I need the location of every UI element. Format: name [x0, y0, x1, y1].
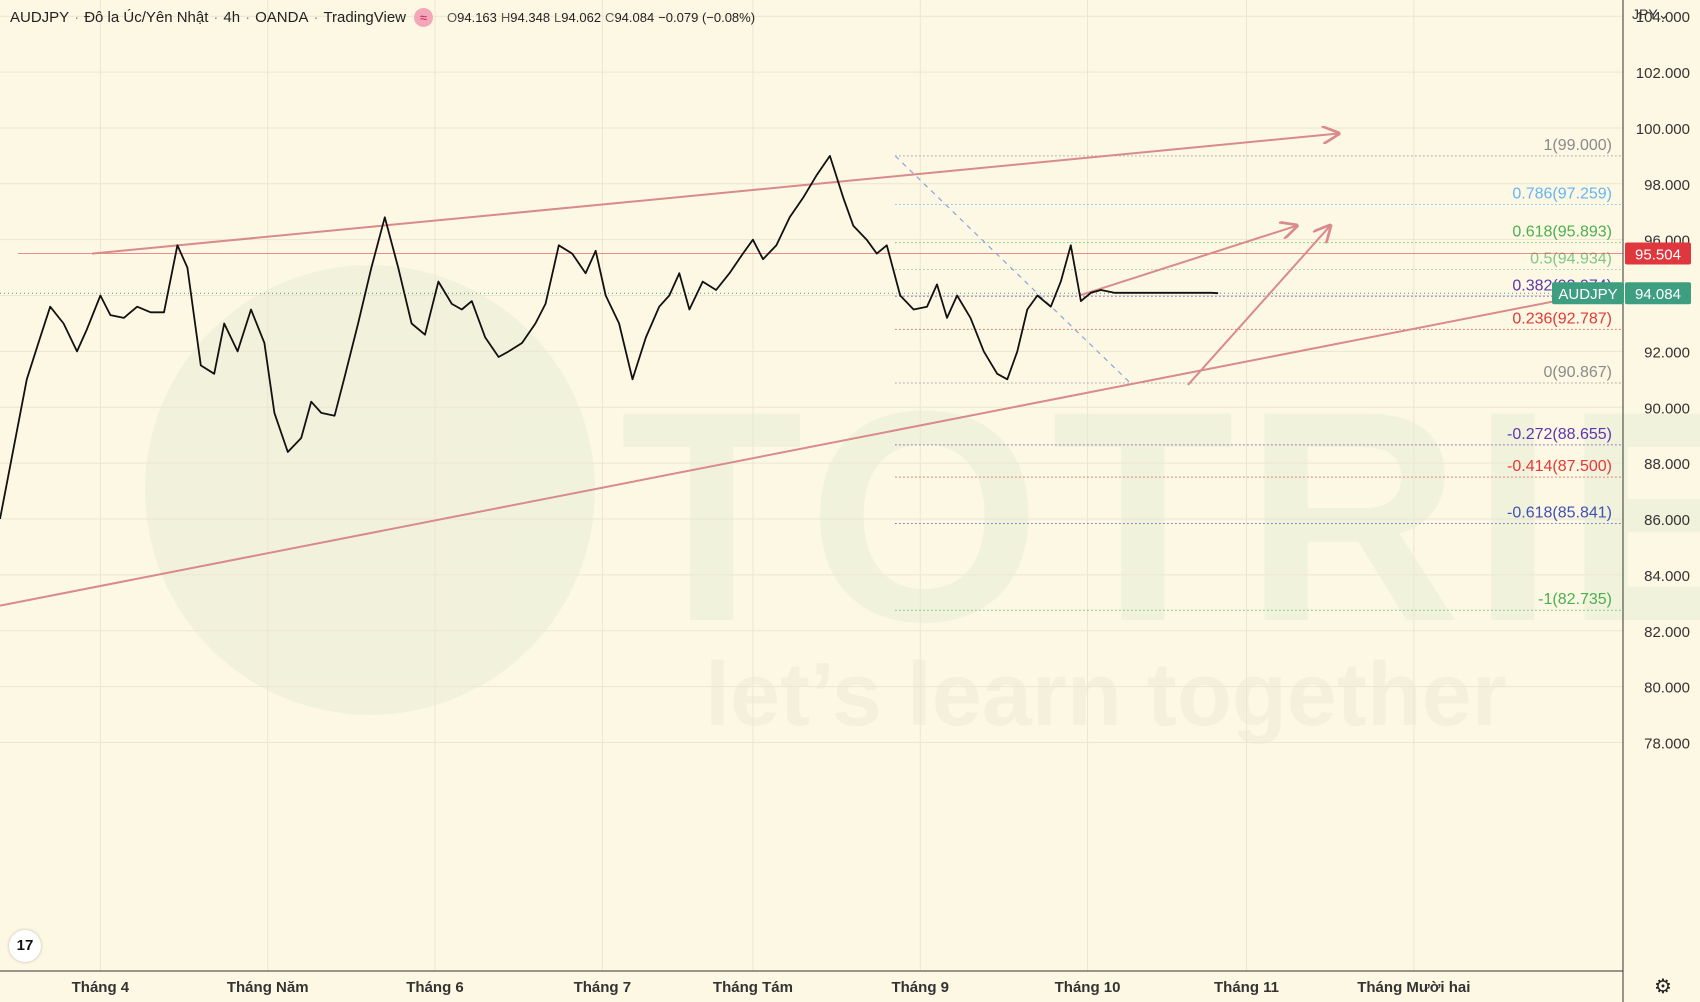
price-series: [0, 155, 1219, 520]
x-tick-label: Tháng 7: [574, 979, 632, 996]
tradingview-logo-icon[interactable]: 17: [9, 930, 41, 962]
fib-level-label: -0.618(85.841): [1507, 504, 1612, 521]
y-tick-label: 100.000: [1636, 121, 1690, 138]
fib-level-label: 0.5(94.934): [1530, 250, 1612, 267]
trendline-fib-anchor-line[interactable]: [894, 155, 1130, 383]
fibonacci-retracement[interactable]: 1(99.000) 0.786(97.259) 0.618(95.893) 0.5(9…: [0, 137, 1623, 611]
y-tick-label: 78.000: [1644, 735, 1690, 752]
symbol-tag-label: AUDJPY: [1558, 286, 1617, 303]
y-tick-label: 84.000: [1644, 568, 1690, 585]
fib-level-label: 0.618(95.893): [1512, 224, 1612, 241]
trendline-minor-upper-line[interactable]: [1078, 226, 1297, 297]
platform-label: TradingView: [323, 8, 406, 26]
y-tick-label: 102.000: [1636, 65, 1690, 82]
fib-level-label: 0.786(97.259): [1512, 186, 1612, 203]
ohlc-change: −0.079 (−0.08%): [658, 9, 756, 25]
gear-icon[interactable]: ⚙: [1654, 976, 1672, 998]
svg-text:TOTRIEU: TOTRIEU: [620, 348, 1700, 684]
x-tick-label: Tháng 11: [1214, 979, 1279, 996]
current-price-label: 94.084: [1635, 286, 1681, 303]
x-tick-label: Tháng 4: [72, 979, 130, 996]
symbol-description: Đô la Úc/Yên Nhật: [84, 8, 209, 26]
level-price-label: 95.504: [1635, 247, 1681, 264]
fib-level-label: 1(99.000): [1544, 137, 1613, 154]
fib-level-label: 0(90.867): [1544, 364, 1613, 381]
fib-level-label: 0.236(92.787): [1512, 310, 1612, 327]
y-tick-label: 104.000: [1636, 9, 1690, 26]
x-tick-label: Tháng 6: [406, 979, 464, 996]
x-tick-label: Tháng 10: [1055, 979, 1121, 996]
price-series-line: [0, 155, 1219, 520]
interval-label[interactable]: 4h: [223, 8, 241, 26]
y-tick-label: 90.000: [1644, 400, 1690, 417]
x-tick-label: Tháng Năm: [227, 979, 309, 996]
fib-level-label: -1(82.735): [1538, 591, 1612, 608]
svg-text:let’s learn together: let’s learn together: [705, 645, 1507, 745]
ohlc-high: H94.348: [500, 9, 551, 25]
currency-selector[interactable]: JPY⌄: [1632, 6, 1669, 23]
x-tick-label: Tháng 9: [891, 979, 949, 996]
y-tick-label: 82.000: [1644, 624, 1690, 641]
symbol-tag: [1552, 282, 1624, 305]
y-tick-label: 92.000: [1644, 344, 1690, 361]
trendline-minor-lower-line[interactable]: [1187, 226, 1330, 386]
ohlc-close: C94.084: [605, 9, 655, 25]
trendline-upper-channel[interactable]: [91, 134, 1339, 255]
fib-level-label: -0.414(87.500): [1507, 458, 1612, 475]
ohlc-low: L94.062: [554, 9, 602, 25]
trendlines[interactable]: [0, 134, 1599, 607]
market-status-icon[interactable]: ≈: [414, 7, 433, 27]
chart-header: AUDJPY · Đô la Úc/Yên Nhật · 4h · OANDA …: [10, 7, 756, 27]
chevron-down-icon: ⌄: [1657, 6, 1670, 22]
x-tick-label: Tháng Mười hai: [1357, 979, 1470, 996]
currency-label: JPY: [1632, 6, 1658, 22]
fib-level-label: -0.272(88.655): [1507, 426, 1612, 443]
y-tick-label: 86.000: [1644, 512, 1690, 529]
x-tick-label: Tháng Tám: [713, 979, 793, 996]
watermark-logo: TOTRIEU let’s learn together: [145, 265, 1700, 745]
ohlc-open: O94.163: [447, 9, 497, 25]
y-tick-label: 88.000: [1644, 456, 1690, 473]
symbol-name[interactable]: AUDJPY: [10, 8, 70, 26]
trendline-lower-channel[interactable]: [0, 291, 1599, 607]
level-price-tag: [1625, 242, 1691, 265]
broker-label: OANDA: [255, 8, 309, 26]
y-tick-label: 80.000: [1644, 680, 1690, 697]
y-tick-label: 98.000: [1644, 177, 1690, 194]
current-price-tag: [1625, 282, 1691, 305]
